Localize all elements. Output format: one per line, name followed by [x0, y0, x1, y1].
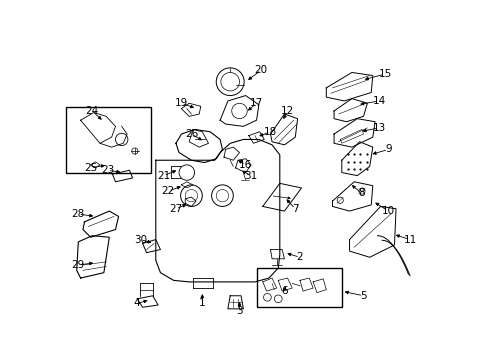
Text: 5: 5	[360, 291, 367, 301]
Text: 15: 15	[379, 69, 392, 79]
Bar	[257, 268, 342, 307]
Text: 21: 21	[157, 171, 170, 181]
Text: 29: 29	[72, 260, 85, 270]
Text: 4: 4	[134, 298, 141, 309]
Text: 10: 10	[382, 206, 395, 216]
Text: 27: 27	[170, 204, 183, 214]
Text: 8: 8	[359, 188, 365, 198]
Text: 6: 6	[281, 286, 288, 296]
Text: 28: 28	[72, 209, 85, 219]
Text: 18: 18	[264, 127, 277, 137]
Text: 22: 22	[162, 186, 175, 196]
Text: 23: 23	[101, 165, 114, 175]
Text: 13: 13	[372, 123, 386, 133]
Text: 25: 25	[84, 163, 98, 173]
Text: 14: 14	[372, 96, 386, 106]
Text: 2: 2	[296, 252, 303, 262]
Text: 7: 7	[292, 204, 298, 214]
Text: 12: 12	[281, 106, 294, 116]
Text: 3: 3	[236, 306, 243, 316]
Text: 30: 30	[134, 235, 147, 244]
Text: 19: 19	[175, 98, 188, 108]
Text: 31: 31	[245, 171, 258, 181]
Text: 17: 17	[250, 98, 263, 108]
Text: 9: 9	[385, 144, 392, 154]
Text: 20: 20	[255, 65, 268, 75]
Bar	[66, 107, 151, 172]
Text: 16: 16	[239, 160, 252, 170]
Text: 1: 1	[199, 298, 206, 309]
Text: 26: 26	[185, 129, 198, 139]
Text: 24: 24	[86, 106, 99, 116]
Text: 11: 11	[403, 235, 416, 244]
